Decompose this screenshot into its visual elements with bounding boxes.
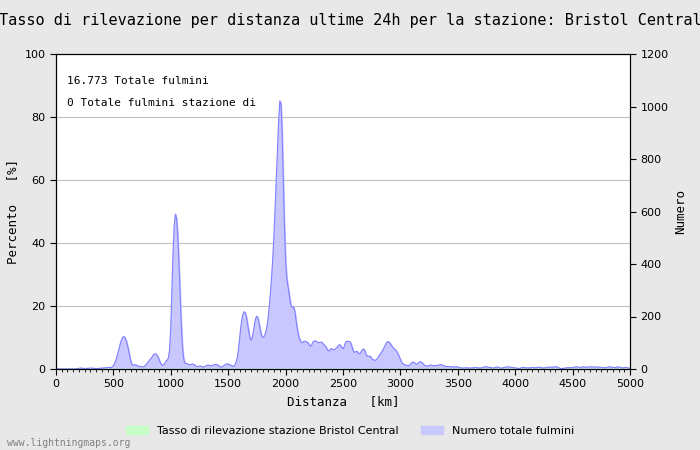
Y-axis label: Percento   [%]: Percento [%] — [6, 159, 19, 264]
Text: www.lightningmaps.org: www.lightningmaps.org — [7, 437, 130, 447]
Text: 16.773 Totale fulmini: 16.773 Totale fulmini — [67, 76, 209, 86]
Text: 0 Totale fulmini stazione di: 0 Totale fulmini stazione di — [67, 98, 256, 108]
X-axis label: Distanza   [km]: Distanza [km] — [287, 395, 399, 408]
Y-axis label: Numero: Numero — [674, 189, 687, 234]
Legend: Tasso di rilevazione stazione Bristol Central, Numero totale fulmini: Tasso di rilevazione stazione Bristol Ce… — [121, 421, 579, 440]
Text: Tasso di rilevazione per distanza ultime 24h per la stazione: Bristol Central: Tasso di rilevazione per distanza ultime… — [0, 14, 700, 28]
